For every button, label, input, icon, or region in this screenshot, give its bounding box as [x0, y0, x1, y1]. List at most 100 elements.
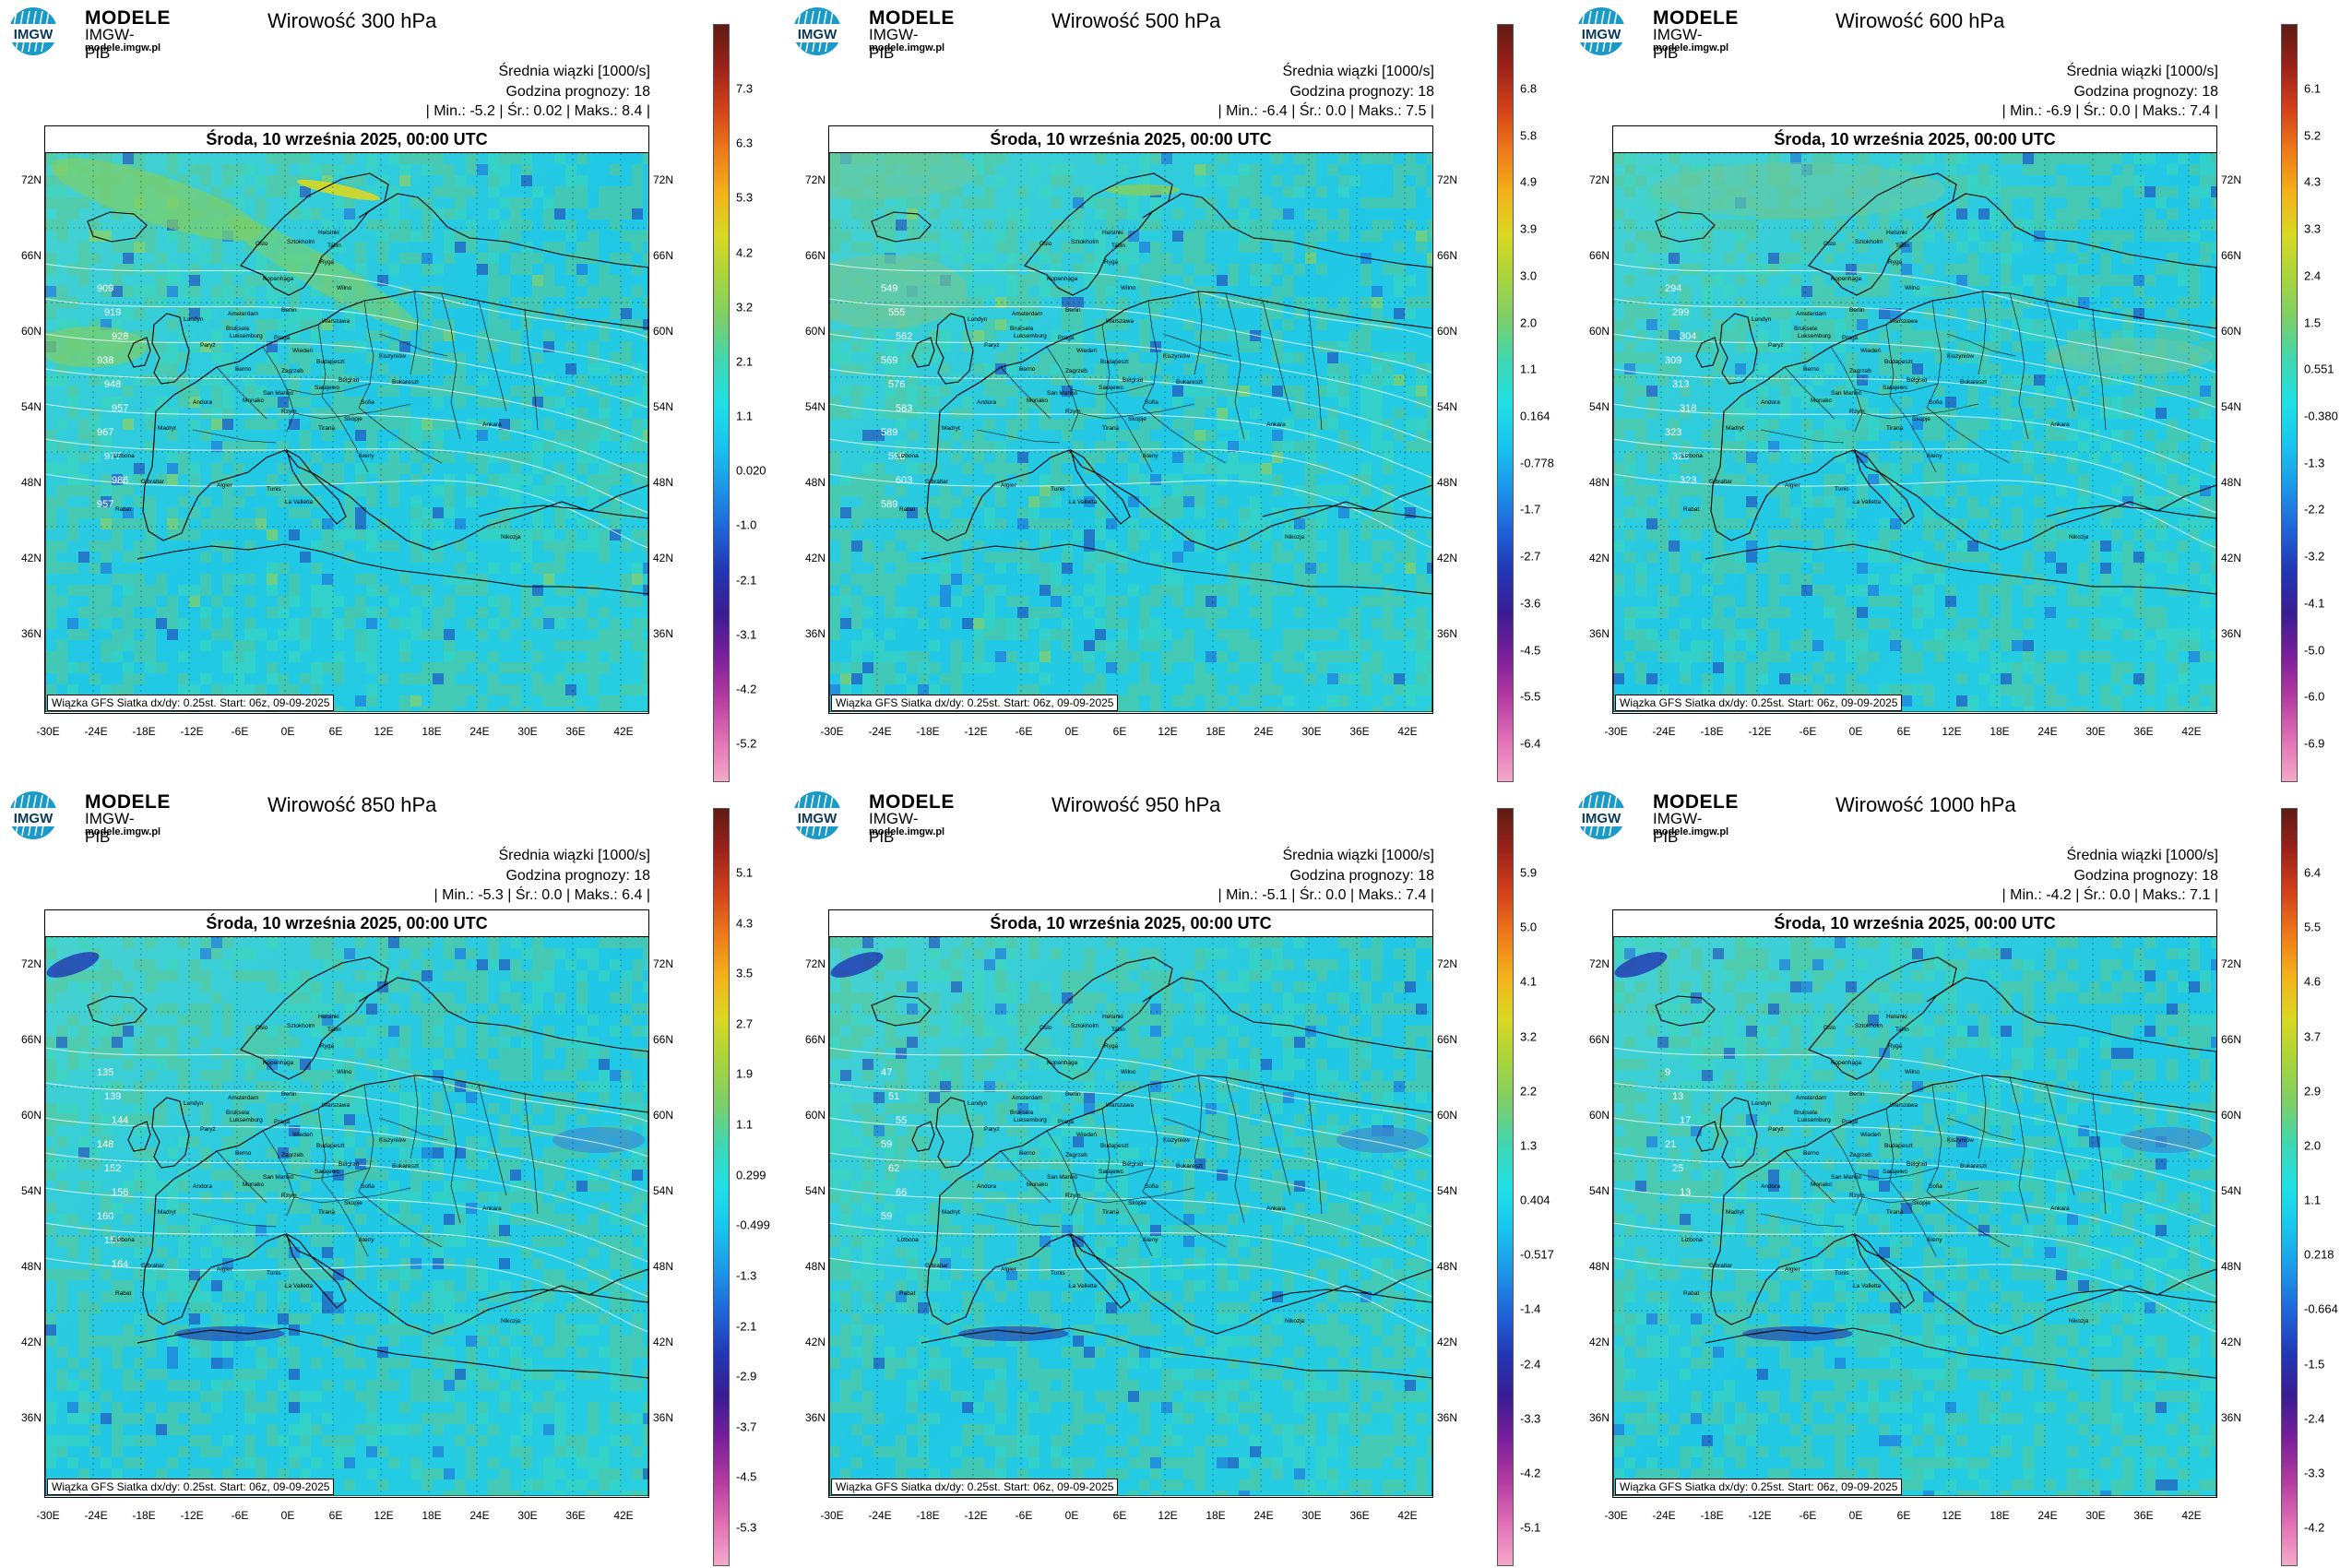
lat-tick: 36N: [20, 1411, 42, 1424]
contour-label: 318: [1680, 403, 1696, 414]
lat-right-axis: 72N 66N 60N 54N 48N 42N 36N: [653, 936, 690, 1496]
lat-tick: 60N: [1588, 325, 1610, 338]
stats-line: | Min.: -5.1 | Śr.: 0.0 | Maks.: 7.4 |: [1218, 887, 1434, 903]
city-label: Rzym: [281, 1193, 297, 1199]
city-label: Skopje: [344, 1200, 362, 1206]
city-label: Madryt: [1726, 1209, 1744, 1216]
city-label: Luksemburg: [1014, 1117, 1047, 1123]
panel-title: Wirowość 850 hPa: [267, 793, 437, 816]
lat-left-axis: 72N 66N 60N 54N 48N 42N 36N: [5, 152, 42, 712]
city-label: Sztokholm: [1855, 239, 1883, 245]
forecast-date: Środa, 10 września 2025, 00:00 UTC: [829, 910, 1432, 937]
city-label: San Marino: [263, 390, 294, 397]
contour-label: 152: [104, 1163, 121, 1174]
city-label: Skopje: [1128, 416, 1146, 422]
lat-tick: 36N: [1588, 1411, 1610, 1424]
brand-title: MODELE: [1653, 7, 1739, 29]
lat-tick: 42N: [1588, 1336, 1610, 1348]
city-label: Nikozja: [2069, 534, 2089, 540]
contour-label: 154: [104, 1235, 121, 1246]
city-label: Zagrzeb: [1849, 1152, 1871, 1158]
contour-label: 948: [104, 379, 121, 390]
colorbar-tick: -1.5: [2304, 1357, 2325, 1371]
lat-tick: 60N: [20, 325, 42, 338]
lat-tick: 66N: [1437, 1033, 1458, 1046]
colorbar-tick: 6.4: [2304, 865, 2322, 880]
colorbar-ticks: 5.9 5.0 4.1 3.2 2.2 1.3 0.404 -0.517 -1.4 -2.4 -3.…: [1520, 808, 1575, 1564]
lon-tick: 6E: [1896, 725, 1911, 738]
colorbar-tick: 1.1: [736, 1117, 754, 1132]
colorbar: [2281, 808, 2298, 1566]
lon-tick: 36E: [565, 1509, 586, 1522]
colorbar-tick: -2.7: [1520, 549, 1541, 564]
colorbar-tick: -5.3: [736, 1520, 757, 1535]
city-label: Budapeszt: [1884, 359, 1913, 365]
imgw-logo-icon: IMGW: [8, 7, 57, 55]
lat-tick: 60N: [1437, 1109, 1458, 1122]
city-label: Algier: [1001, 1266, 1016, 1273]
colorbar-tick: -4.5: [736, 1469, 757, 1484]
city-label: Kiszyniów: [379, 1137, 406, 1144]
city-label: Amsterdam: [1012, 1095, 1042, 1101]
city-label: Algier: [217, 1266, 232, 1273]
city-label: Sarajewo: [315, 1169, 339, 1175]
lon-tick: -30E: [36, 1509, 60, 1522]
lon-tick: 30E: [517, 725, 538, 738]
contour-label: 47: [881, 1067, 892, 1078]
contour-label: 9: [1665, 1067, 1670, 1078]
city-label: Wilno: [337, 285, 352, 291]
city-label: Berlin: [1065, 307, 1081, 314]
lon-tick: 42E: [2181, 1509, 2202, 1522]
lon-tick: -18E: [916, 725, 940, 738]
city-label: Sofia: [361, 1183, 374, 1190]
lon-tick: -30E: [820, 725, 844, 738]
colorbar-tick: 0.404: [1520, 1193, 1550, 1207]
colorbar-tick: 0.551: [2304, 362, 2334, 376]
contour-label: 144: [112, 1115, 128, 1126]
colorbar-tick: 5.8: [1520, 128, 1538, 143]
contour-label: 139: [104, 1091, 121, 1102]
colorbar-tick: -0.664: [2304, 1301, 2338, 1316]
city-label: Wiedeń: [1860, 348, 1881, 354]
contour-label: 576: [888, 379, 905, 390]
city-label: Oslo: [1823, 241, 1836, 247]
contour-label: 156: [112, 1187, 128, 1198]
lat-tick: 72N: [1588, 957, 1610, 970]
lat-tick: 60N: [804, 325, 826, 338]
colorbar-tick: 2.4: [2304, 268, 2322, 283]
colorbar-tick: 2.7: [736, 1016, 754, 1031]
stats-line: | Min.: -6.9 | Śr.: 0.0 | Maks.: 7.4 |: [2002, 103, 2218, 119]
lat-tick: 60N: [653, 1109, 674, 1122]
city-label: Kopenhaga: [1831, 1060, 1862, 1066]
city-label: Tirana: [1102, 425, 1120, 432]
city-label: Madryt: [1726, 425, 1744, 432]
colorbar-tick: -2.2: [2304, 502, 2325, 517]
city-label: Sofia: [361, 399, 374, 406]
brand-subtitle: IMGW-PIB: [1653, 810, 1703, 846]
colorbar-tick: -1.3: [736, 1268, 757, 1283]
colorbar-tick: 5.1: [736, 865, 754, 880]
brand-title: MODELE: [85, 7, 171, 29]
city-label: Ryga: [320, 259, 335, 266]
city-label: Praga: [1842, 1119, 1859, 1125]
lat-tick: 72N: [1437, 957, 1458, 970]
variable-label: Średnia wiązki [1000/s]: [2066, 848, 2218, 863]
colorbar-tick: 6.3: [736, 136, 754, 150]
city-label: San Marino: [1047, 1174, 1078, 1181]
lat-tick: 66N: [1437, 249, 1458, 262]
city-label: Berno: [235, 1150, 252, 1157]
city-label: Sarajewo: [1883, 1169, 1907, 1175]
colorbar-tick: 4.6: [2304, 974, 2322, 989]
city-label: Andora: [1761, 399, 1780, 406]
forecast-date: Środa, 10 września 2025, 00:00 UTC: [45, 910, 648, 937]
lat-left-axis: 72N 66N 60N 54N 48N 42N 36N: [789, 936, 826, 1496]
city-label: Andora: [977, 1183, 996, 1190]
city-label: Tirana: [1102, 1209, 1120, 1216]
lat-tick: 60N: [20, 1109, 42, 1122]
imgw-logo: IMGW MODELE IMGW-PIB modele.imgw.pl: [791, 790, 954, 846]
contour-label: 562: [896, 331, 912, 342]
city-label: Oslo: [255, 241, 268, 247]
imgw-logo: IMGW MODELE IMGW-PIB modele.imgw.pl: [1575, 6, 1738, 62]
contour-label: 957: [112, 403, 128, 414]
colorbar-tick: -2.9: [736, 1369, 757, 1384]
